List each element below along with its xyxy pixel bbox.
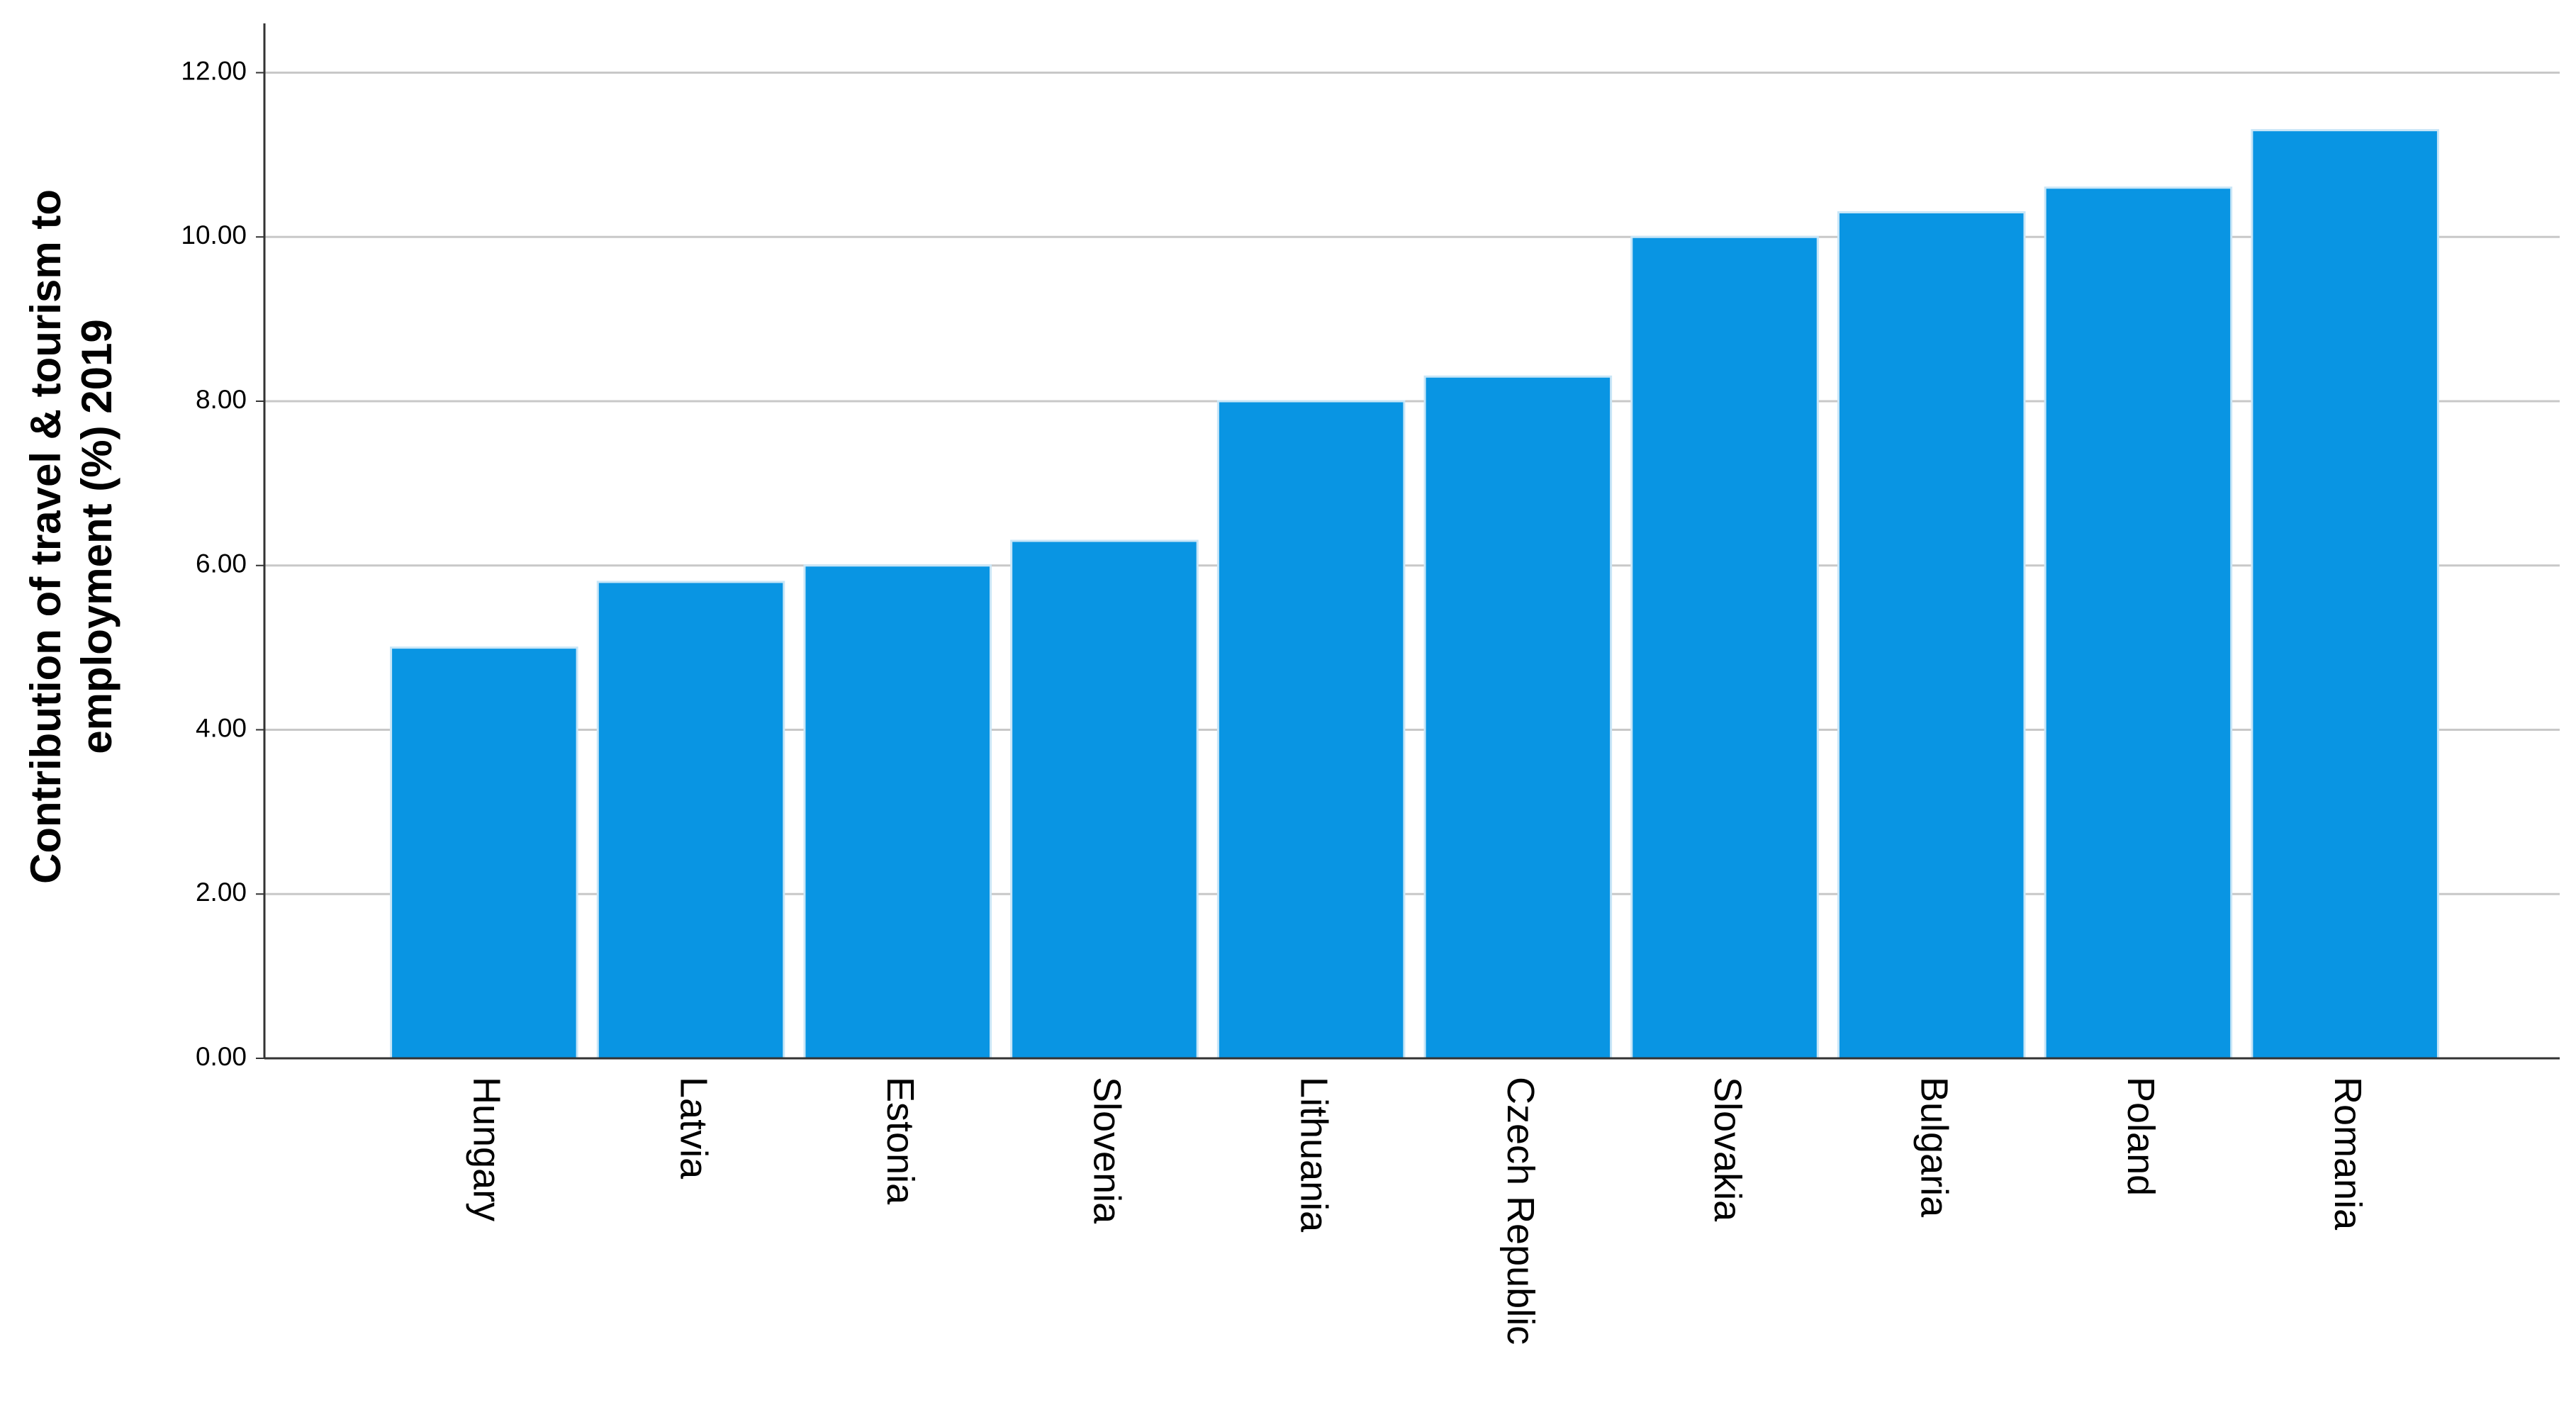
x-tick-label: Slovenia [1086, 1077, 1129, 1224]
x-tick-label: Estonia [879, 1077, 922, 1205]
bar [596, 581, 785, 1060]
y-axis-title: Contribution of travel & tourism to empl… [22, 189, 121, 884]
bar [803, 564, 992, 1060]
x-tick-label: Bulgaria [1913, 1077, 1955, 1218]
x-tick-label: Lithuania [1292, 1077, 1335, 1233]
x-tick-label: Hungary [466, 1077, 508, 1221]
x-tick-label: Czech Republic [1499, 1077, 1542, 1345]
bar [2044, 186, 2233, 1060]
y-axis-title-line: Contribution of travel & tourism to [22, 189, 69, 884]
y-tick-label: 10.00 [181, 220, 247, 250]
bar [1010, 539, 1199, 1060]
y-axis-title-line: employment (%) 2019 [73, 319, 121, 754]
y-tick-label: 12.00 [181, 56, 247, 85]
y-tick-label: 4.00 [196, 713, 247, 742]
bar [2251, 129, 2439, 1060]
x-tick-label: Romania [2326, 1077, 2369, 1231]
y-tick-label: 6.00 [196, 549, 247, 578]
bar [1423, 375, 1613, 1060]
bar [390, 646, 578, 1060]
y-tick-label: 2.00 [196, 878, 247, 907]
y-tick-label: 8.00 [196, 385, 247, 414]
x-tick-label: Slovakia [1706, 1077, 1749, 1222]
x-tick-label: Latvia [672, 1077, 715, 1180]
bar [1630, 235, 1819, 1060]
y-tick-label: 0.00 [196, 1042, 247, 1071]
x-tick-label: Poland [2119, 1077, 2162, 1196]
bar [1216, 400, 1406, 1060]
bar [1837, 211, 2026, 1060]
